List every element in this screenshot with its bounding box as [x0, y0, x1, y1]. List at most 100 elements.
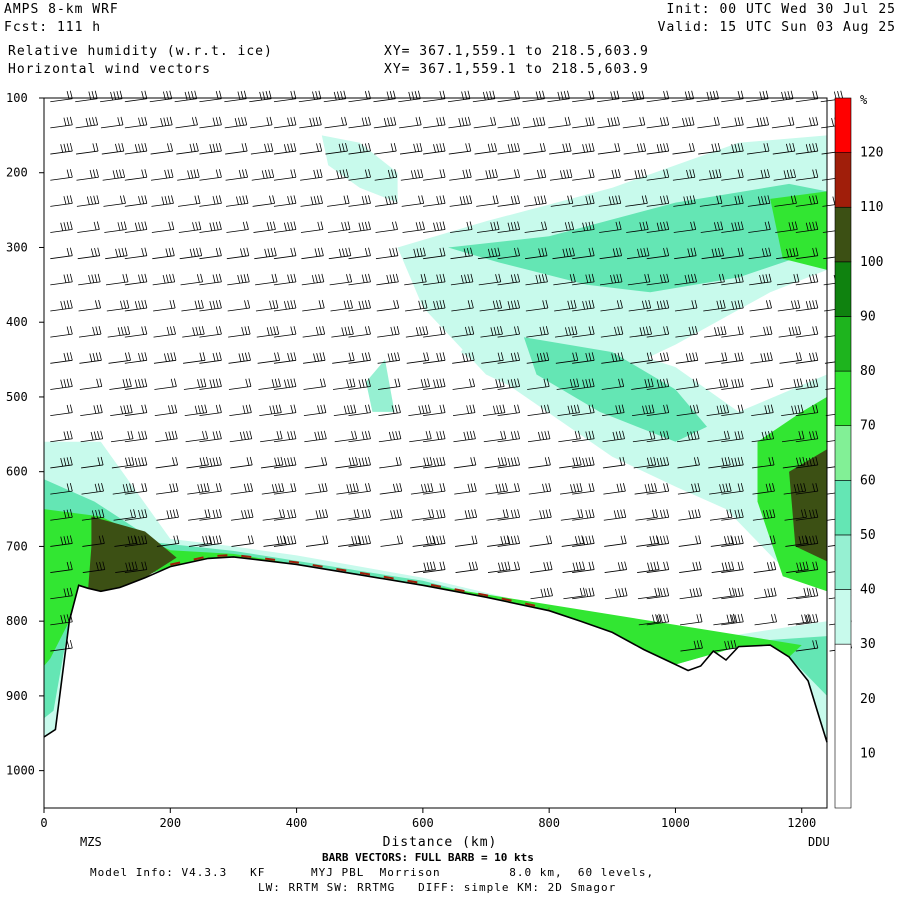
wind-barb — [547, 90, 570, 103]
wind-barb — [497, 456, 521, 469]
wind-barb — [637, 587, 661, 600]
wind-barb — [331, 326, 354, 338]
wind-barb — [50, 352, 73, 364]
wind-barb — [704, 352, 728, 364]
wind-barb — [348, 378, 371, 390]
wind-barb — [110, 404, 133, 417]
wind-barb — [624, 169, 647, 181]
wind-barb — [646, 195, 670, 207]
wind-barb — [721, 430, 744, 443]
wind-barb — [795, 404, 819, 417]
wind-barb — [303, 352, 326, 364]
wind-barb — [348, 195, 371, 207]
wind-barb — [106, 299, 130, 312]
wind-barb — [675, 352, 699, 364]
wind-barb — [523, 142, 546, 155]
wind-barb — [224, 116, 248, 129]
wind-barb — [497, 378, 521, 390]
wind-barb — [112, 483, 136, 495]
wind-barb — [572, 195, 595, 207]
wind-barb — [484, 456, 508, 469]
wind-barb — [273, 116, 297, 129]
wind-barb — [348, 90, 371, 103]
wind-barb — [697, 116, 720, 129]
wind-barb — [303, 404, 327, 417]
y-tick-label: 400 — [6, 315, 28, 329]
wind-barb — [749, 299, 772, 312]
wind-barb — [752, 456, 775, 469]
wind-barb — [721, 273, 744, 286]
wind-barb — [124, 326, 148, 338]
wind-barb — [174, 90, 198, 103]
wind-barb — [225, 169, 248, 181]
wind-barb — [795, 378, 819, 390]
wind-barb — [154, 404, 178, 417]
wind-barb — [260, 456, 284, 469]
colorbar-bin — [834, 425, 852, 481]
wind-barb — [572, 273, 595, 286]
wind-barb — [721, 142, 744, 155]
wind-barb — [475, 169, 498, 181]
wind-barb — [149, 90, 173, 103]
wind-barb — [423, 352, 446, 364]
wind-barb — [721, 326, 744, 338]
wind-barb — [572, 535, 595, 547]
wind-barb — [334, 430, 358, 443]
wind-barb — [76, 142, 99, 155]
wind-barb — [199, 378, 222, 390]
wind-barb — [633, 456, 657, 469]
wind-barb — [303, 378, 326, 390]
wind-barb — [453, 456, 477, 469]
wind-barb — [183, 378, 207, 390]
wind-barb — [721, 299, 744, 312]
wind-barb — [273, 535, 297, 547]
wind-barb — [378, 404, 401, 417]
wind-barb — [124, 221, 148, 233]
wind-barb — [572, 116, 595, 129]
wind-barb — [255, 273, 278, 286]
wind-barb — [155, 430, 178, 443]
wind-barb — [101, 142, 125, 155]
wind-barb — [497, 404, 521, 417]
wind-barb — [373, 90, 396, 103]
wind-barb — [679, 613, 703, 626]
wind-barb — [230, 509, 254, 521]
wind-barb — [795, 195, 819, 207]
wind-barb — [109, 378, 132, 390]
wind-barb — [549, 142, 572, 155]
wind-barb — [107, 326, 131, 338]
wind-barb — [696, 90, 719, 103]
wind-barb — [301, 273, 325, 286]
wind-barb — [721, 90, 744, 103]
colorbar-tick-label: 10 — [860, 746, 876, 761]
wind-barb — [672, 116, 695, 129]
wind-barb — [700, 221, 724, 233]
wind-barb — [82, 535, 105, 547]
wind-barb — [450, 221, 473, 233]
wind-barb — [774, 195, 797, 207]
wind-barb — [452, 404, 476, 417]
wind-barb — [153, 326, 176, 338]
wind-barb — [677, 430, 700, 443]
wind-barb — [105, 247, 128, 260]
colorbar-tick-label: 30 — [860, 637, 876, 652]
wind-barb — [262, 509, 286, 521]
wind-barb — [455, 561, 478, 573]
wind-barb — [572, 404, 595, 417]
wind-barb — [552, 247, 575, 260]
wind-barb — [375, 221, 398, 233]
wind-barb — [474, 142, 497, 155]
wind-barb — [423, 509, 446, 521]
wind-barb — [348, 247, 371, 260]
wind-barb — [412, 535, 436, 547]
wind-barb — [124, 535, 148, 547]
wind-barb — [113, 509, 136, 521]
wind-barb — [773, 169, 797, 181]
wind-barb — [305, 535, 329, 547]
wind-barb — [561, 535, 585, 547]
wind-barb — [80, 404, 103, 417]
wind-barb — [411, 509, 435, 521]
physics-info: LW: RRTM SW: RRTMG DIFF: simple KM: 2D S… — [258, 881, 617, 894]
wind-barb — [348, 169, 371, 181]
wind-barb — [522, 116, 546, 129]
